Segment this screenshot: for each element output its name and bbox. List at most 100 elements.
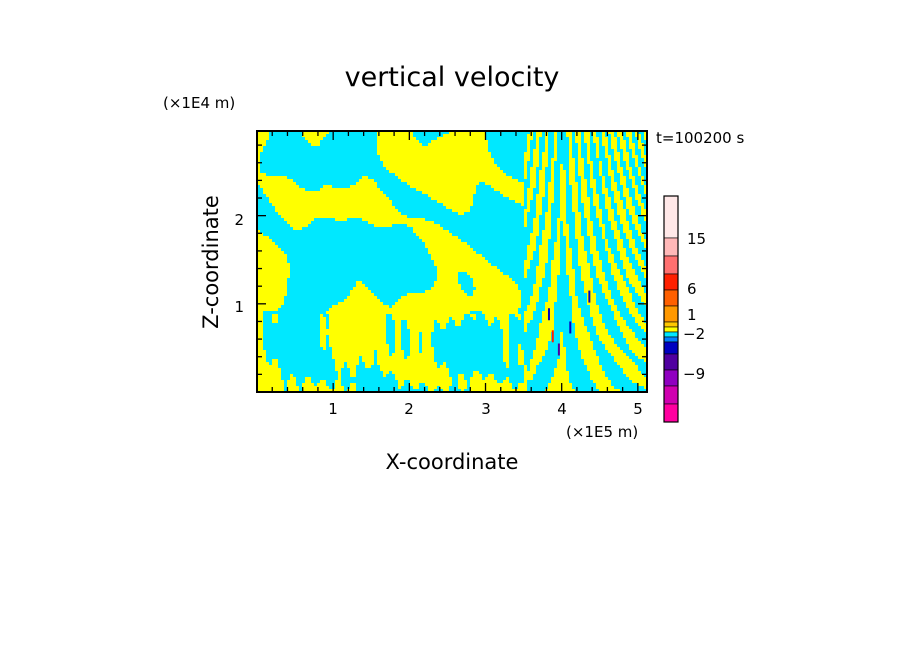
field-band bbox=[587, 368, 602, 371]
field-band bbox=[596, 146, 599, 149]
field-band bbox=[584, 209, 590, 212]
field-band bbox=[437, 320, 449, 323]
field-band bbox=[563, 224, 569, 227]
x-tick-label: 4 bbox=[557, 400, 567, 418]
field-band bbox=[635, 227, 641, 230]
field-band bbox=[410, 344, 419, 347]
field-band bbox=[560, 173, 566, 176]
field-band bbox=[527, 146, 530, 149]
field-band bbox=[632, 314, 641, 317]
field-band bbox=[551, 278, 557, 281]
field-band bbox=[350, 386, 356, 389]
field-band bbox=[608, 209, 614, 212]
field-band bbox=[401, 296, 521, 299]
field-band bbox=[338, 377, 341, 380]
field-band bbox=[575, 212, 581, 215]
field-band bbox=[590, 173, 593, 176]
field-band bbox=[569, 149, 572, 152]
field-band bbox=[626, 269, 635, 272]
field-band bbox=[350, 368, 356, 371]
field-band bbox=[575, 215, 581, 218]
field-band bbox=[344, 299, 380, 302]
field-band bbox=[641, 209, 647, 212]
field-band bbox=[611, 272, 620, 275]
field-band bbox=[566, 266, 572, 269]
field-band bbox=[560, 347, 566, 350]
field-band bbox=[563, 227, 569, 230]
y-tick-label: 1 bbox=[234, 298, 244, 316]
field-band bbox=[578, 251, 587, 254]
colorbar-label: −2 bbox=[683, 325, 705, 343]
field-band bbox=[524, 167, 527, 170]
field-band bbox=[407, 323, 434, 326]
field-band bbox=[623, 371, 641, 374]
x-tick-label: 3 bbox=[481, 400, 491, 418]
field-band bbox=[257, 290, 287, 293]
field-band bbox=[623, 224, 629, 227]
field-band bbox=[614, 152, 620, 155]
field-band bbox=[611, 176, 614, 179]
field-band bbox=[551, 158, 557, 161]
colorbar-swatch bbox=[663, 326, 679, 333]
field-band bbox=[485, 377, 494, 380]
field-band bbox=[605, 239, 608, 242]
field-band bbox=[611, 134, 614, 137]
field-band bbox=[578, 149, 581, 152]
field-band bbox=[638, 137, 641, 140]
field-band bbox=[635, 164, 638, 167]
field-band bbox=[530, 362, 539, 365]
field-band bbox=[320, 320, 326, 323]
field-band bbox=[545, 227, 551, 230]
field-band bbox=[587, 218, 590, 221]
field-band bbox=[638, 233, 644, 236]
field-band bbox=[524, 164, 527, 167]
field-band bbox=[548, 191, 554, 194]
x-tick-label: 1 bbox=[328, 400, 338, 418]
field-band bbox=[257, 260, 287, 263]
field-band bbox=[575, 236, 584, 239]
field-band bbox=[257, 317, 263, 320]
field-band bbox=[257, 233, 263, 236]
field-band bbox=[554, 368, 566, 371]
field-band bbox=[398, 383, 404, 386]
field-band bbox=[623, 191, 629, 194]
field-band bbox=[635, 254, 641, 257]
field-band bbox=[578, 155, 581, 158]
field-band bbox=[437, 269, 500, 272]
field-band bbox=[641, 269, 647, 272]
field-band bbox=[578, 347, 593, 350]
field-band bbox=[335, 383, 341, 386]
field-band bbox=[308, 140, 320, 143]
field-band bbox=[611, 143, 617, 146]
field-band bbox=[608, 131, 614, 134]
field-band bbox=[623, 299, 632, 302]
field-band bbox=[599, 218, 602, 221]
field-band bbox=[617, 212, 626, 215]
field-band bbox=[539, 170, 545, 173]
field-band bbox=[620, 329, 632, 332]
field-band bbox=[644, 164, 647, 167]
field-band bbox=[620, 182, 626, 185]
field-band bbox=[458, 374, 464, 377]
field-band bbox=[398, 386, 401, 389]
field-band bbox=[320, 326, 326, 329]
field-band bbox=[599, 221, 602, 224]
field-band bbox=[542, 320, 554, 323]
field-band bbox=[584, 281, 593, 284]
field-band bbox=[383, 374, 386, 377]
field-band bbox=[524, 320, 530, 323]
field-band bbox=[257, 329, 263, 332]
field-band bbox=[533, 356, 542, 359]
field-band bbox=[485, 182, 524, 185]
field-band bbox=[257, 230, 260, 233]
field-band bbox=[338, 374, 341, 377]
field-band bbox=[611, 140, 617, 143]
field-band bbox=[458, 386, 467, 389]
field-band bbox=[614, 359, 632, 362]
field-band bbox=[605, 149, 608, 152]
field-band bbox=[503, 380, 509, 383]
field-band bbox=[353, 287, 368, 290]
field-band bbox=[611, 305, 617, 308]
field-band bbox=[440, 326, 446, 329]
field-band bbox=[644, 329, 647, 332]
